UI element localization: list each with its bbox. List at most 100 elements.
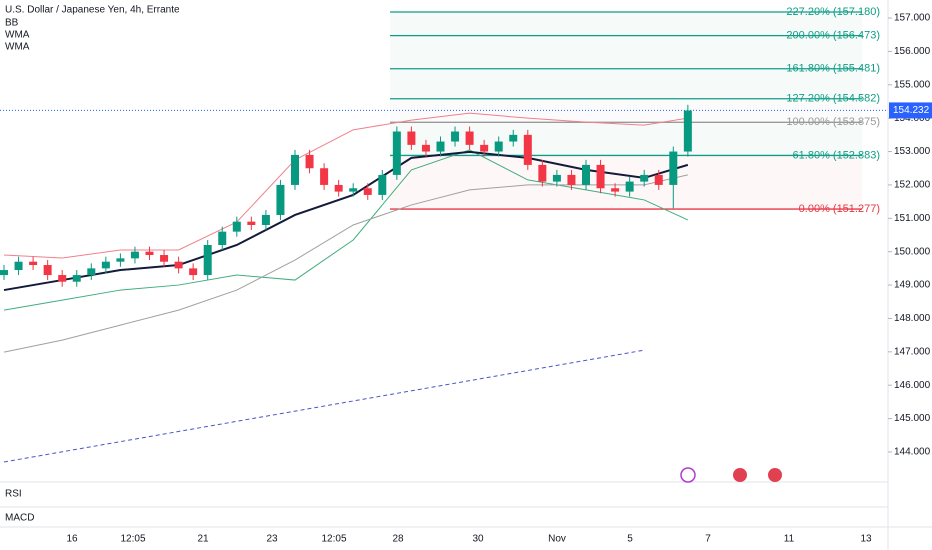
pane-label: MACD [5, 513, 34, 524]
candle-body [363, 188, 372, 195]
y-tick-label: 147.000 [894, 346, 931, 357]
x-tick-label: 23 [266, 534, 278, 545]
fib-label: 200.00% (156.473) [786, 30, 880, 42]
candle-body [509, 134, 518, 142]
candle-body [101, 261, 110, 269]
fib-label: 61.80% (152.883) [793, 149, 880, 161]
indicator-label[interactable]: BB [5, 18, 19, 29]
fib-label-bg [795, 63, 881, 75]
candle-body [523, 134, 532, 165]
y-tick-label: 148.000 [894, 313, 931, 324]
y-tick-label: 151.000 [894, 213, 931, 224]
candle-body [320, 168, 329, 185]
candle-body [291, 154, 299, 185]
indicator-line [3, 112, 688, 259]
candle-body [349, 188, 358, 192]
candle-body [218, 231, 227, 246]
event-icon[interactable] [680, 467, 696, 483]
candle-body [378, 174, 387, 195]
candle-body [145, 251, 154, 256]
fib-label-bg [795, 6, 881, 18]
candle-body [392, 131, 401, 175]
fib-label: 227.20% (157.180) [786, 6, 880, 18]
symbol-title: U.S. Dollar / Japanese Yen, 4h, Errante [5, 5, 180, 16]
fib-label-bg [795, 30, 881, 42]
candle-body [116, 258, 125, 262]
x-tick-label: 28 [392, 534, 404, 545]
x-tick-label: 11 [784, 534, 795, 545]
candle-body [451, 131, 460, 142]
candle-body [480, 144, 489, 152]
y-tick-label: 149.000 [894, 280, 931, 291]
pane-label: RSI [5, 489, 22, 500]
candle-body [494, 141, 503, 152]
candle-body [174, 261, 183, 269]
x-tick-label: 16 [66, 534, 78, 545]
candle-body [669, 151, 678, 185]
x-tick-label: 5 [627, 534, 633, 545]
fib-label-bg [795, 93, 881, 105]
candle-body [305, 154, 314, 169]
event-icons[interactable] [680, 467, 782, 483]
candle-body [683, 110, 692, 152]
candle-body [582, 164, 590, 185]
x-tick-label: 12:05 [120, 534, 145, 545]
candle-body [567, 174, 576, 185]
candle-body [407, 131, 416, 145]
indicator-label[interactable]: WMA [5, 30, 30, 41]
x-tick-label: 30 [472, 534, 484, 545]
candle-body [421, 144, 430, 152]
y-tick-label: 153.000 [894, 146, 931, 157]
candle-body [596, 164, 605, 189]
y-tick-label: 146.000 [894, 380, 931, 391]
candle-body [611, 188, 620, 192]
y-tick-label: 145.000 [894, 413, 931, 424]
x-tick-label: 12:05 [321, 534, 346, 545]
fib-label: 100.00% (153.875) [786, 116, 880, 128]
candle-body [203, 245, 212, 276]
fib-zone [390, 35, 862, 69]
indicator-label[interactable]: WMA [5, 42, 30, 53]
candle-body [232, 221, 241, 232]
fib-label: 161.80% (155.481) [786, 63, 880, 75]
y-tick-label: 150.000 [894, 246, 931, 257]
fib-label-bg [795, 149, 881, 161]
candle-body [247, 221, 256, 225]
candle-body [465, 131, 474, 145]
event-icon[interactable] [768, 468, 782, 482]
x-tick-label: Nov [548, 534, 566, 545]
fib-label: 0.00% (151.277) [799, 203, 880, 215]
candle-body [14, 261, 23, 271]
fib-label: 127.20% (154.582) [786, 93, 880, 105]
fib-label-bg [795, 116, 881, 128]
x-tick-label: 13 [860, 534, 872, 545]
candle-body [654, 174, 663, 185]
fib-label-bg [795, 203, 881, 215]
candle-body [58, 275, 67, 282]
candle-body [130, 251, 139, 259]
y-tick-label: 155.000 [894, 79, 931, 90]
candle-body [640, 174, 649, 182]
y-tick-label: 144.000 [894, 447, 931, 458]
y-tick-label: 156.000 [894, 46, 931, 57]
fib-zone [390, 12, 862, 36]
candle-body [29, 261, 38, 266]
trend-line [3, 349, 645, 463]
y-tick-label: 157.000 [894, 13, 931, 24]
candle-body [625, 181, 634, 192]
candle-body [72, 275, 81, 282]
last-price-tag [889, 102, 932, 119]
candle-body [436, 141, 445, 152]
last-price-label: 154.232 [893, 105, 930, 116]
candle-body [189, 268, 198, 276]
candle-body [0, 270, 8, 276]
event-icon[interactable] [733, 468, 747, 482]
candle-body [334, 184, 343, 192]
candle-body [43, 265, 52, 276]
candle-body [87, 268, 96, 276]
x-tick-label: 7 [705, 534, 711, 545]
candle-body [538, 164, 547, 182]
candle-body [261, 214, 270, 225]
